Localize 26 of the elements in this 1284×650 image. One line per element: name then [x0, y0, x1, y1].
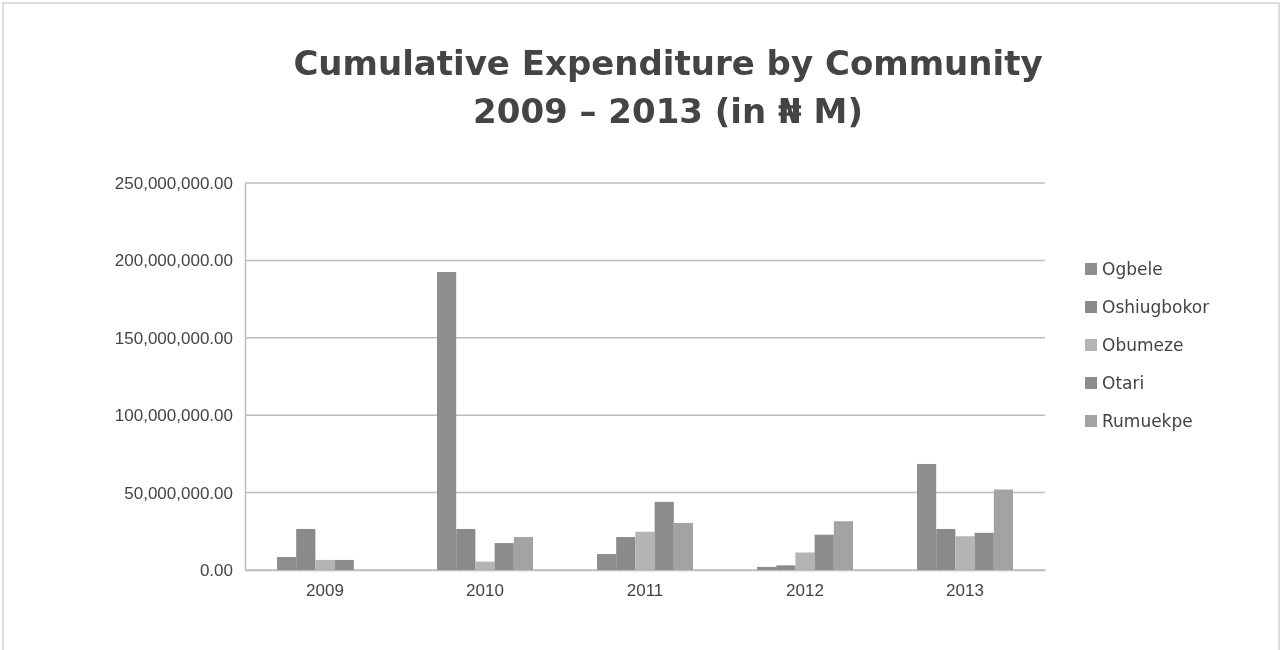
bar [334, 559, 354, 570]
y-tick-label: 150,000,000.00 [114, 328, 233, 348]
legend-label: Obumeze [1102, 335, 1184, 355]
x-tick-label: 2013 [946, 581, 984, 601]
bar [673, 522, 693, 570]
bar [814, 534, 834, 570]
bar [654, 501, 674, 570]
x-tick-label: 2012 [786, 581, 824, 601]
legend-label: Rumuekpe [1102, 411, 1193, 431]
legend-label: Ogbele [1102, 259, 1163, 279]
y-tick-label: 200,000,000.00 [114, 251, 233, 271]
chart-title: Cumulative Expenditure by Community 2009 – 2013 (in ₦ M) [293, 43, 1043, 131]
legend-label: Otari [1102, 373, 1145, 393]
bar [833, 521, 853, 570]
y-tick-label: 250,000,000.00 [114, 173, 233, 193]
legend-label: Oshiugbokor [1102, 297, 1210, 317]
x-tick-label: 2010 [466, 581, 504, 601]
bar [974, 532, 994, 570]
y-tick-label: 0.00 [199, 560, 233, 580]
x-tick-label: 2009 [306, 581, 344, 601]
bar [993, 489, 1013, 570]
bar [494, 543, 514, 570]
y-tick-label: 100,000,000.00 [114, 406, 233, 426]
y-tick-label: 50,000,000.00 [124, 483, 233, 503]
x-tick-label: 2011 [626, 581, 664, 601]
bar [513, 537, 533, 570]
